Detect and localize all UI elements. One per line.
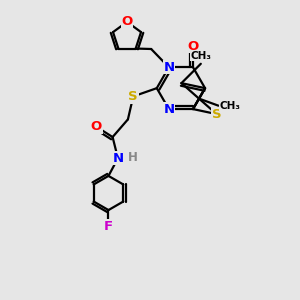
Text: CH₃: CH₃ [219, 101, 240, 111]
Text: S: S [212, 108, 221, 121]
Text: N: N [163, 103, 174, 116]
Text: F: F [104, 220, 113, 233]
Text: S: S [128, 90, 138, 103]
Text: H: H [128, 151, 138, 164]
Text: O: O [188, 40, 199, 52]
Text: N: N [163, 61, 174, 74]
Text: O: O [91, 120, 102, 133]
Text: CH₃: CH₃ [190, 50, 211, 61]
Text: O: O [122, 15, 133, 28]
Text: N: N [112, 152, 124, 165]
